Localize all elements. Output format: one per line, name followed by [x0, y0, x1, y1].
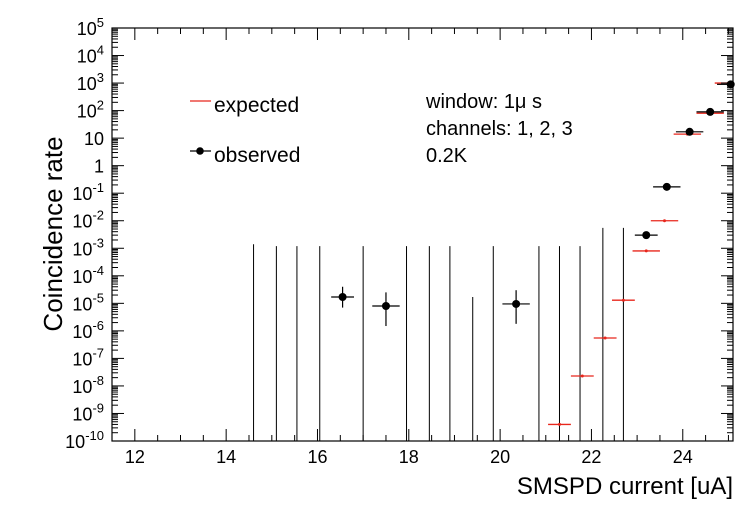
y-axis-label: Coincidence rate: [38, 136, 68, 331]
x-axis-label: SMSPD current [uA]: [517, 473, 733, 500]
x-tick-label: 22: [581, 447, 601, 467]
y-tick-label: 10-7: [72, 345, 104, 369]
annotations: window: 1μ s channels: 1, 2, 3 0.2K: [425, 91, 573, 167]
legend-expected-label: expected: [214, 94, 299, 117]
y-tick-label: 104: [77, 43, 104, 67]
y-tick-label: 10-5: [72, 290, 104, 314]
x-tick-label: 24: [673, 447, 693, 467]
expected-point: [603, 336, 607, 340]
y-tick-label: 1: [94, 157, 104, 177]
y-tick-label: 10-10: [65, 428, 104, 452]
plot-frame: [111, 27, 734, 442]
legend: expected observed: [190, 94, 300, 167]
y-tick-label: 105: [77, 15, 104, 39]
observed-point: [706, 107, 715, 116]
y-tick-label: 10-6: [72, 318, 104, 342]
observed-point: [662, 182, 671, 191]
x-tick-label: 12: [125, 447, 145, 467]
observed-point: [338, 292, 347, 301]
expected-point: [663, 219, 667, 223]
y-tick-label: 10-3: [72, 235, 104, 259]
observed-point: [642, 231, 651, 240]
expected-point: [621, 298, 625, 302]
observed-point: [685, 127, 694, 136]
x-tick-label: 18: [399, 447, 419, 467]
expected-point: [644, 249, 648, 253]
y-tick-label: 10-1: [72, 180, 104, 204]
expected-point: [557, 422, 561, 426]
annotation-temperature: 0.2K: [426, 145, 468, 167]
x-tick-label: 14: [216, 447, 236, 467]
y-axis-ticks: 10-10 10-9 10-8 10-7 10-6 10-5 10-4 10-3 10-2 10-…: [65, 15, 733, 452]
legend-observed-label: observed: [214, 144, 300, 167]
plot-marks: [253, 80, 735, 441]
x-tick-label: 20: [490, 447, 510, 467]
expected-point: [580, 374, 584, 378]
observed-point: [381, 302, 390, 311]
annotation-window: window: 1μ s: [425, 91, 542, 113]
y-tick-label: 10-2: [72, 208, 104, 232]
y-tick-label: 102: [77, 98, 104, 122]
legend-observed-marker: [196, 147, 204, 155]
annotation-channels: channels: 1, 2, 3: [426, 118, 573, 140]
observed-point: [512, 299, 521, 308]
y-tick-label: 10-9: [72, 400, 104, 424]
x-tick-label: 16: [307, 447, 327, 467]
y-tick-label: 103: [77, 70, 104, 94]
y-tick-label: 10: [84, 129, 104, 149]
y-tick-label: 10-4: [72, 263, 104, 287]
y-tick-label: 10-8: [72, 373, 104, 397]
